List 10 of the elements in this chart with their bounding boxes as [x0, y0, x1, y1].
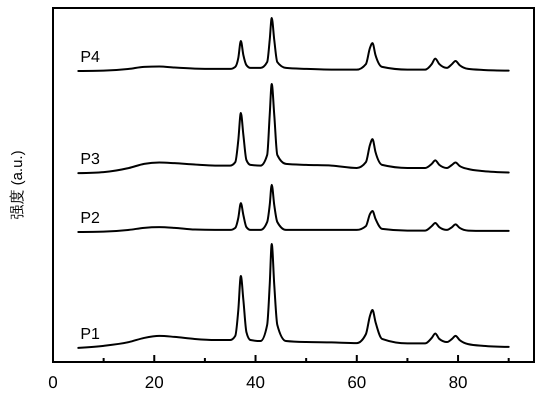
series-label: P1: [80, 326, 100, 343]
x-tick-label: 20: [144, 373, 164, 392]
x-tick-label: 40: [246, 373, 265, 392]
y-axis-title: 强度 (a.u.): [9, 150, 26, 220]
x-tick-label: 60: [347, 373, 366, 392]
series-label: P3: [80, 151, 100, 168]
x-tick-label: 80: [448, 373, 468, 392]
x-tick-label: 0: [48, 373, 58, 392]
series-label: P4: [80, 48, 100, 66]
series-label: P2: [80, 210, 100, 227]
